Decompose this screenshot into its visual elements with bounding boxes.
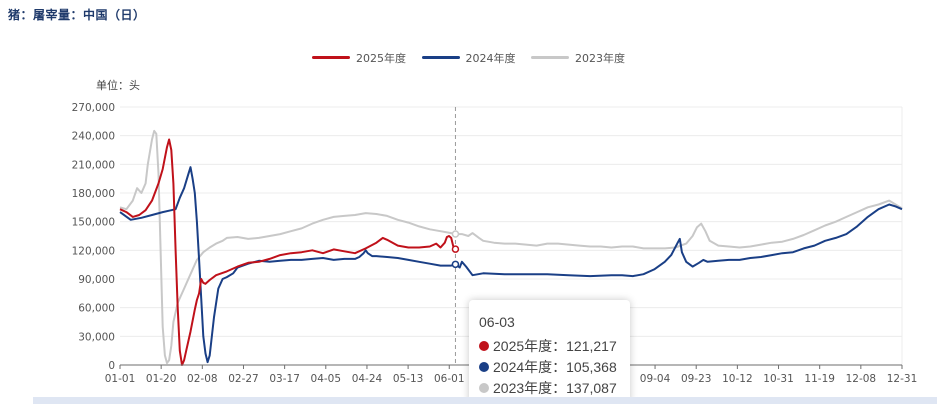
y-tick-label: 30,000 [78, 331, 115, 343]
y-tick-label: 120,000 [72, 245, 115, 257]
hover-markers [451, 230, 460, 269]
x-tick-label: 06-01 [434, 373, 465, 385]
y-tick-label: 210,000 [72, 159, 115, 171]
tooltip-row-2024: 2024年度：105,368 [479, 357, 617, 377]
unit-label: 单位：头 [96, 79, 140, 92]
tooltip-date: 06-03 [479, 314, 515, 330]
legend-item-2025[interactable]: 2025年度 [312, 50, 406, 66]
x-tick-label: 09-23 [681, 373, 712, 385]
tooltip-row-2025: 2025年度：121,217 [479, 336, 617, 356]
y-tick-label: 270,000 [72, 102, 115, 114]
series-line-2025年度 [119, 138, 457, 366]
tooltip-value-2024: 2024年度：105,368 [493, 359, 617, 375]
legend-swatch-2023 [531, 56, 569, 59]
legend-label-2023: 2023年度 [575, 51, 625, 65]
tooltip-row-2023: 2023年度：137,087 [479, 378, 617, 398]
x-tick-label: 01-01 [105, 373, 136, 385]
tooltip-dot-2024 [479, 362, 489, 372]
x-tick-label: 09-04 [640, 373, 671, 385]
legend[interactable]: 2025年度 2024年度 2023年度 [0, 49, 937, 66]
legend-item-2023[interactable]: 2023年度 [531, 50, 625, 66]
hover-marker-2024年度 [451, 260, 460, 269]
legend-label-2024: 2024年度 [465, 51, 516, 65]
x-tick-label: 01-20 [146, 373, 177, 385]
x-tick-label: 02-08 [187, 373, 218, 385]
tooltip-value-2025: 2025年度：121,217 [493, 338, 617, 354]
grid-lines [120, 106, 903, 365]
x-tick-label: 11-19 [804, 373, 835, 385]
y-tick-label: 90,000 [78, 274, 115, 286]
x-tick-label: 12-31 [887, 373, 918, 385]
hover-marker-2023年度 [451, 230, 460, 238]
tooltip: 06-03 2025年度：121,217 2024年度：105,368 2023… [469, 300, 630, 404]
y-axis-ticks: 0 30,000 60,000 90,000 120,000 150,000 180,000… [72, 102, 115, 372]
x-tick-label: 12-08 [846, 373, 877, 385]
bottom-scroll-bar[interactable] [33, 397, 937, 404]
x-tick-label: 10-31 [763, 373, 794, 385]
legend-label-2025: 2025年度 [356, 51, 406, 65]
x-tick-label: 02-27 [228, 373, 259, 385]
x-tick-label: 10-12 [722, 373, 753, 385]
y-tick-label: 60,000 [78, 303, 115, 315]
legend-swatch-2025 [312, 56, 350, 59]
series-line-2024年度 [119, 166, 903, 364]
y-tick-label: 180,000 [72, 188, 115, 200]
chart-title: 猪：屠宰量：中国（日） [8, 8, 146, 22]
legend-swatch-2024 [421, 56, 460, 59]
x-tick-label: 04-05 [311, 373, 342, 385]
tooltip-dot-2023 [479, 383, 489, 393]
y-tick-label: 240,000 [72, 131, 115, 143]
legend-item-2024[interactable]: 2024年度 [421, 50, 516, 66]
x-tick-label: 04-24 [352, 373, 383, 385]
x-tick-label: 05-13 [393, 373, 424, 385]
y-tick-label: 0 [108, 360, 115, 372]
y-tick-label: 150,000 [72, 217, 115, 229]
tooltip-dot-2025 [479, 341, 489, 351]
hover-marker-2025年度 [451, 245, 460, 253]
tooltip-value-2023: 2023年度：137,087 [493, 380, 617, 396]
x-tick-label: 03-17 [269, 373, 300, 385]
